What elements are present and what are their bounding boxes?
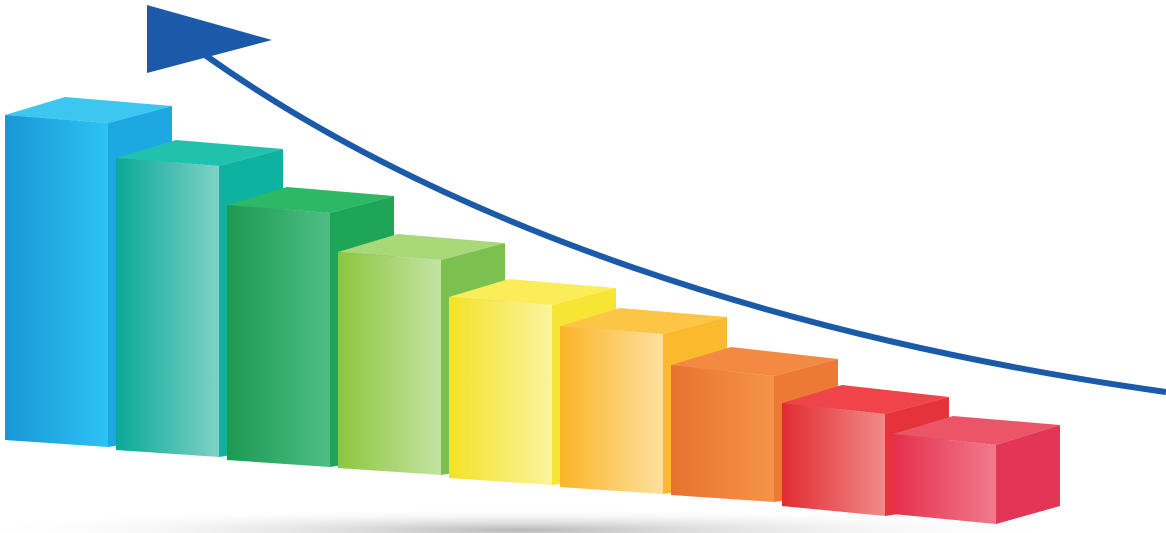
floor-shadow	[0, 508, 1080, 533]
bar-top	[782, 385, 949, 414]
bar-front	[227, 205, 330, 467]
bar-top	[893, 416, 1060, 445]
bar-top	[671, 347, 838, 376]
bar-top	[338, 234, 505, 260]
bar-front	[338, 252, 441, 475]
trend-arrow-line	[203, 52, 1166, 395]
bar-top	[227, 187, 394, 213]
bar-front	[671, 365, 774, 502]
bar-front	[5, 115, 108, 447]
bar-front	[560, 326, 663, 494]
trend-arrow-head	[147, 5, 272, 73]
bar-front	[449, 297, 552, 485]
bar-side	[996, 425, 1060, 524]
bar-top	[116, 140, 283, 166]
bar-front	[116, 158, 219, 457]
bar-top	[560, 308, 727, 334]
bar-front	[893, 434, 996, 524]
bar-front	[782, 403, 885, 516]
bar-top	[449, 279, 616, 305]
bars	[5, 97, 1060, 524]
bar-top	[5, 97, 172, 123]
